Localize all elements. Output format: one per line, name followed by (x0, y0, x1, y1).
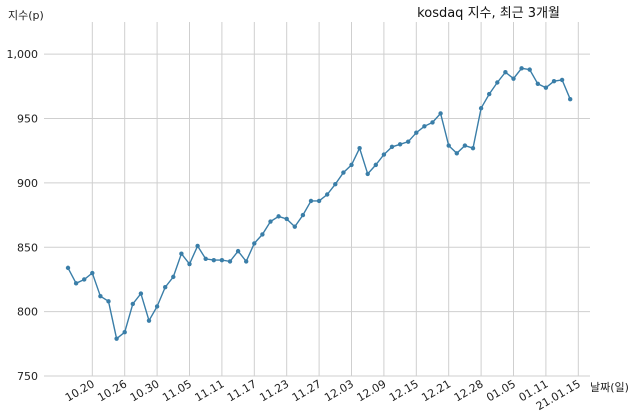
data-point (470, 145, 476, 151)
data-point (65, 265, 71, 271)
data-point (325, 192, 330, 197)
x-tick-label: 12.21 (419, 377, 453, 404)
y-tick-label: 850 (17, 241, 38, 254)
x-tick-label: 12.15 (387, 377, 421, 404)
x-tick-label: 12.09 (355, 377, 389, 404)
y-axis: 750 800 850 900 950 1,000 (7, 48, 39, 383)
y-tick-label: 800 (17, 306, 38, 319)
data-point (308, 198, 314, 204)
data-point (341, 170, 346, 175)
data-point (487, 91, 492, 97)
x-tick-label: 11.11 (193, 377, 227, 404)
series-group (65, 66, 573, 341)
data-point (527, 67, 532, 72)
data-point (244, 259, 249, 264)
data-point (82, 277, 87, 282)
data-point (373, 162, 378, 168)
data-point (503, 70, 508, 75)
x-tick-label: 10.30 (128, 377, 162, 404)
y-axis-title: 지수(p) (8, 9, 44, 22)
data-point (171, 274, 176, 280)
data-point (397, 142, 403, 147)
data-point (292, 224, 297, 229)
data-point (438, 111, 443, 116)
data-point (146, 318, 152, 323)
y-tick-label: 750 (17, 370, 38, 383)
data-point (568, 97, 573, 102)
data-point (519, 66, 524, 71)
chart-title: kosdaq 지수, 최근 3개월 (417, 6, 560, 21)
data-point (227, 259, 233, 264)
data-point (478, 106, 484, 111)
data-point (106, 299, 111, 304)
data-point (430, 120, 435, 125)
data-point (284, 216, 289, 222)
data-point (98, 293, 103, 299)
data-point (462, 143, 468, 148)
data-point (195, 243, 200, 249)
data-point (543, 85, 549, 90)
data-point (357, 145, 362, 151)
data-point (414, 130, 419, 135)
data-point (300, 212, 306, 218)
data-point (130, 301, 135, 307)
x-tick-label: 12.03 (322, 377, 356, 404)
data-point (211, 257, 216, 263)
y-tick-label: 950 (17, 113, 38, 126)
y-tick-label: 900 (17, 177, 38, 190)
x-axis: 10.2010.2610.3011.0511.1111.1711.2311.27… (63, 377, 583, 413)
x-tick-label: 01.05 (484, 377, 518, 404)
x-tick-label: 11.17 (225, 377, 259, 404)
data-point (446, 143, 451, 148)
data-point (389, 144, 395, 150)
data-point (511, 76, 516, 81)
data-point (422, 124, 427, 129)
data-point (365, 171, 370, 177)
data-point (179, 251, 184, 256)
data-point (276, 214, 281, 219)
x-tick-label: 11.27 (290, 377, 324, 404)
data-point (163, 284, 168, 290)
data-point (114, 336, 119, 341)
x-tick-label: 11.23 (257, 377, 291, 404)
x-tick-label: 11.05 (160, 377, 194, 404)
data-point (154, 304, 160, 309)
data-point (138, 291, 144, 296)
data-point (349, 162, 354, 168)
data-point (495, 80, 500, 85)
data-point (122, 330, 127, 335)
data-point (187, 261, 192, 267)
data-point (454, 151, 459, 156)
data-point (551, 79, 557, 84)
data-point (219, 257, 225, 263)
data-point (90, 270, 95, 276)
x-tick-label: 12.28 (452, 377, 486, 404)
data-point (73, 281, 79, 286)
data-point (316, 198, 322, 204)
x-tick-label: 10.20 (63, 377, 97, 404)
data-point (559, 77, 565, 83)
data-point (406, 139, 411, 144)
data-point (235, 248, 241, 254)
data-point (252, 241, 257, 246)
data-point (203, 256, 208, 262)
data-point (268, 219, 273, 224)
data-point (381, 152, 387, 157)
y-tick-label: 1,000 (7, 48, 39, 61)
data-point (260, 232, 265, 237)
data-point (535, 81, 540, 86)
data-point (333, 181, 338, 187)
x-tick-label: 10.26 (95, 377, 129, 404)
x-axis-title: 날짜(일) (590, 380, 629, 394)
